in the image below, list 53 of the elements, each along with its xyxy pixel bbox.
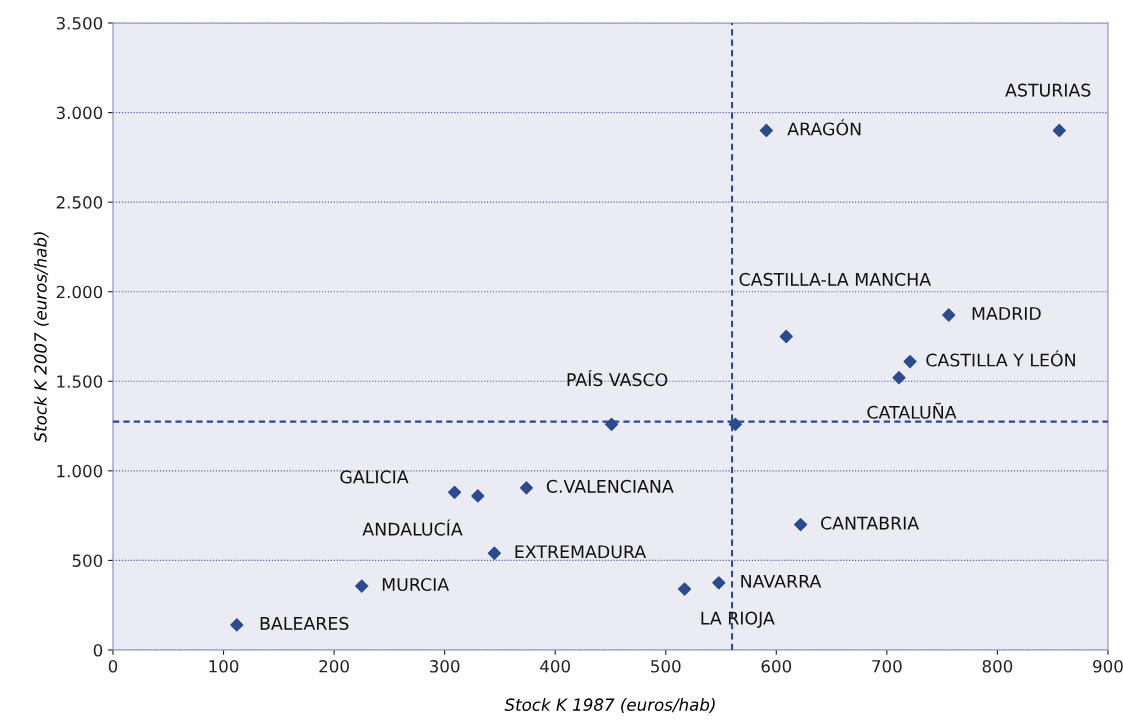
point <box>471 489 485 503</box>
point <box>759 123 773 138</box>
y-tick-label: 0 <box>93 643 103 657</box>
annotation: CASTILLA-LA MANCHA <box>739 272 931 286</box>
annotation: CATALUÑA <box>867 402 957 419</box>
x-tick-label: 900 <box>1093 660 1123 673</box>
y-tick-label: 3.000 <box>56 106 103 120</box>
point <box>1052 123 1066 138</box>
annotation: NAVARRA <box>741 574 822 588</box>
annotation: LA RIOJA <box>701 611 775 628</box>
annotation: CASTILLA Y LEÓN <box>926 350 1075 367</box>
annotation: EXTREMADURA <box>515 545 647 559</box>
x-tick-label: 100 <box>209 660 239 673</box>
annotation: ANDALUCÍA <box>362 519 463 536</box>
point <box>794 518 808 532</box>
point <box>712 576 726 590</box>
annotation: C.VALENCIANA <box>546 479 674 493</box>
annotation: MURCIA <box>382 577 450 592</box>
annotation: PAÍS VASCO <box>567 369 668 387</box>
annotation: GALICIA <box>340 470 409 484</box>
annotation: BALEARES <box>260 616 349 630</box>
x-tick-label: 400 <box>540 660 570 673</box>
y-tick-label: 3.500 <box>56 16 103 30</box>
point <box>728 417 742 431</box>
y-tick-label: 2.500 <box>56 196 103 209</box>
point <box>487 546 501 560</box>
x-tick-label: 0 <box>108 660 118 673</box>
x-tick-label: 800 <box>982 660 1013 673</box>
point <box>892 371 906 385</box>
point <box>942 308 956 322</box>
point <box>779 329 793 344</box>
y-axis-title: Stock K 2007 (euros/hab) <box>33 232 49 443</box>
x-tick-label: 700 <box>872 660 902 673</box>
point <box>903 354 917 369</box>
x-tick-label: 200 <box>319 660 349 673</box>
point <box>230 618 244 632</box>
y-tick-label: 1.500 <box>57 375 103 388</box>
x-tick-label: 300 <box>430 660 460 673</box>
point <box>604 417 619 431</box>
point <box>677 582 692 596</box>
annotation: ARAGÓN <box>787 119 861 136</box>
x-tick-label: 600 <box>761 660 792 673</box>
point <box>447 485 462 499</box>
y-tick-label: 500 <box>72 554 103 567</box>
annotation: CANTABRIA <box>821 516 920 530</box>
point <box>355 579 369 593</box>
annotation: MADRID <box>972 307 1041 320</box>
y-tick-label: 1.000 <box>57 464 103 478</box>
x-tick-label: 500 <box>651 660 681 673</box>
point <box>519 481 534 495</box>
y-tick-label: 2.000 <box>56 285 103 299</box>
x-axis-title: Stock K 1987 (euros/hab) <box>504 698 715 713</box>
annotation: ASTURIAS <box>1005 83 1091 97</box>
